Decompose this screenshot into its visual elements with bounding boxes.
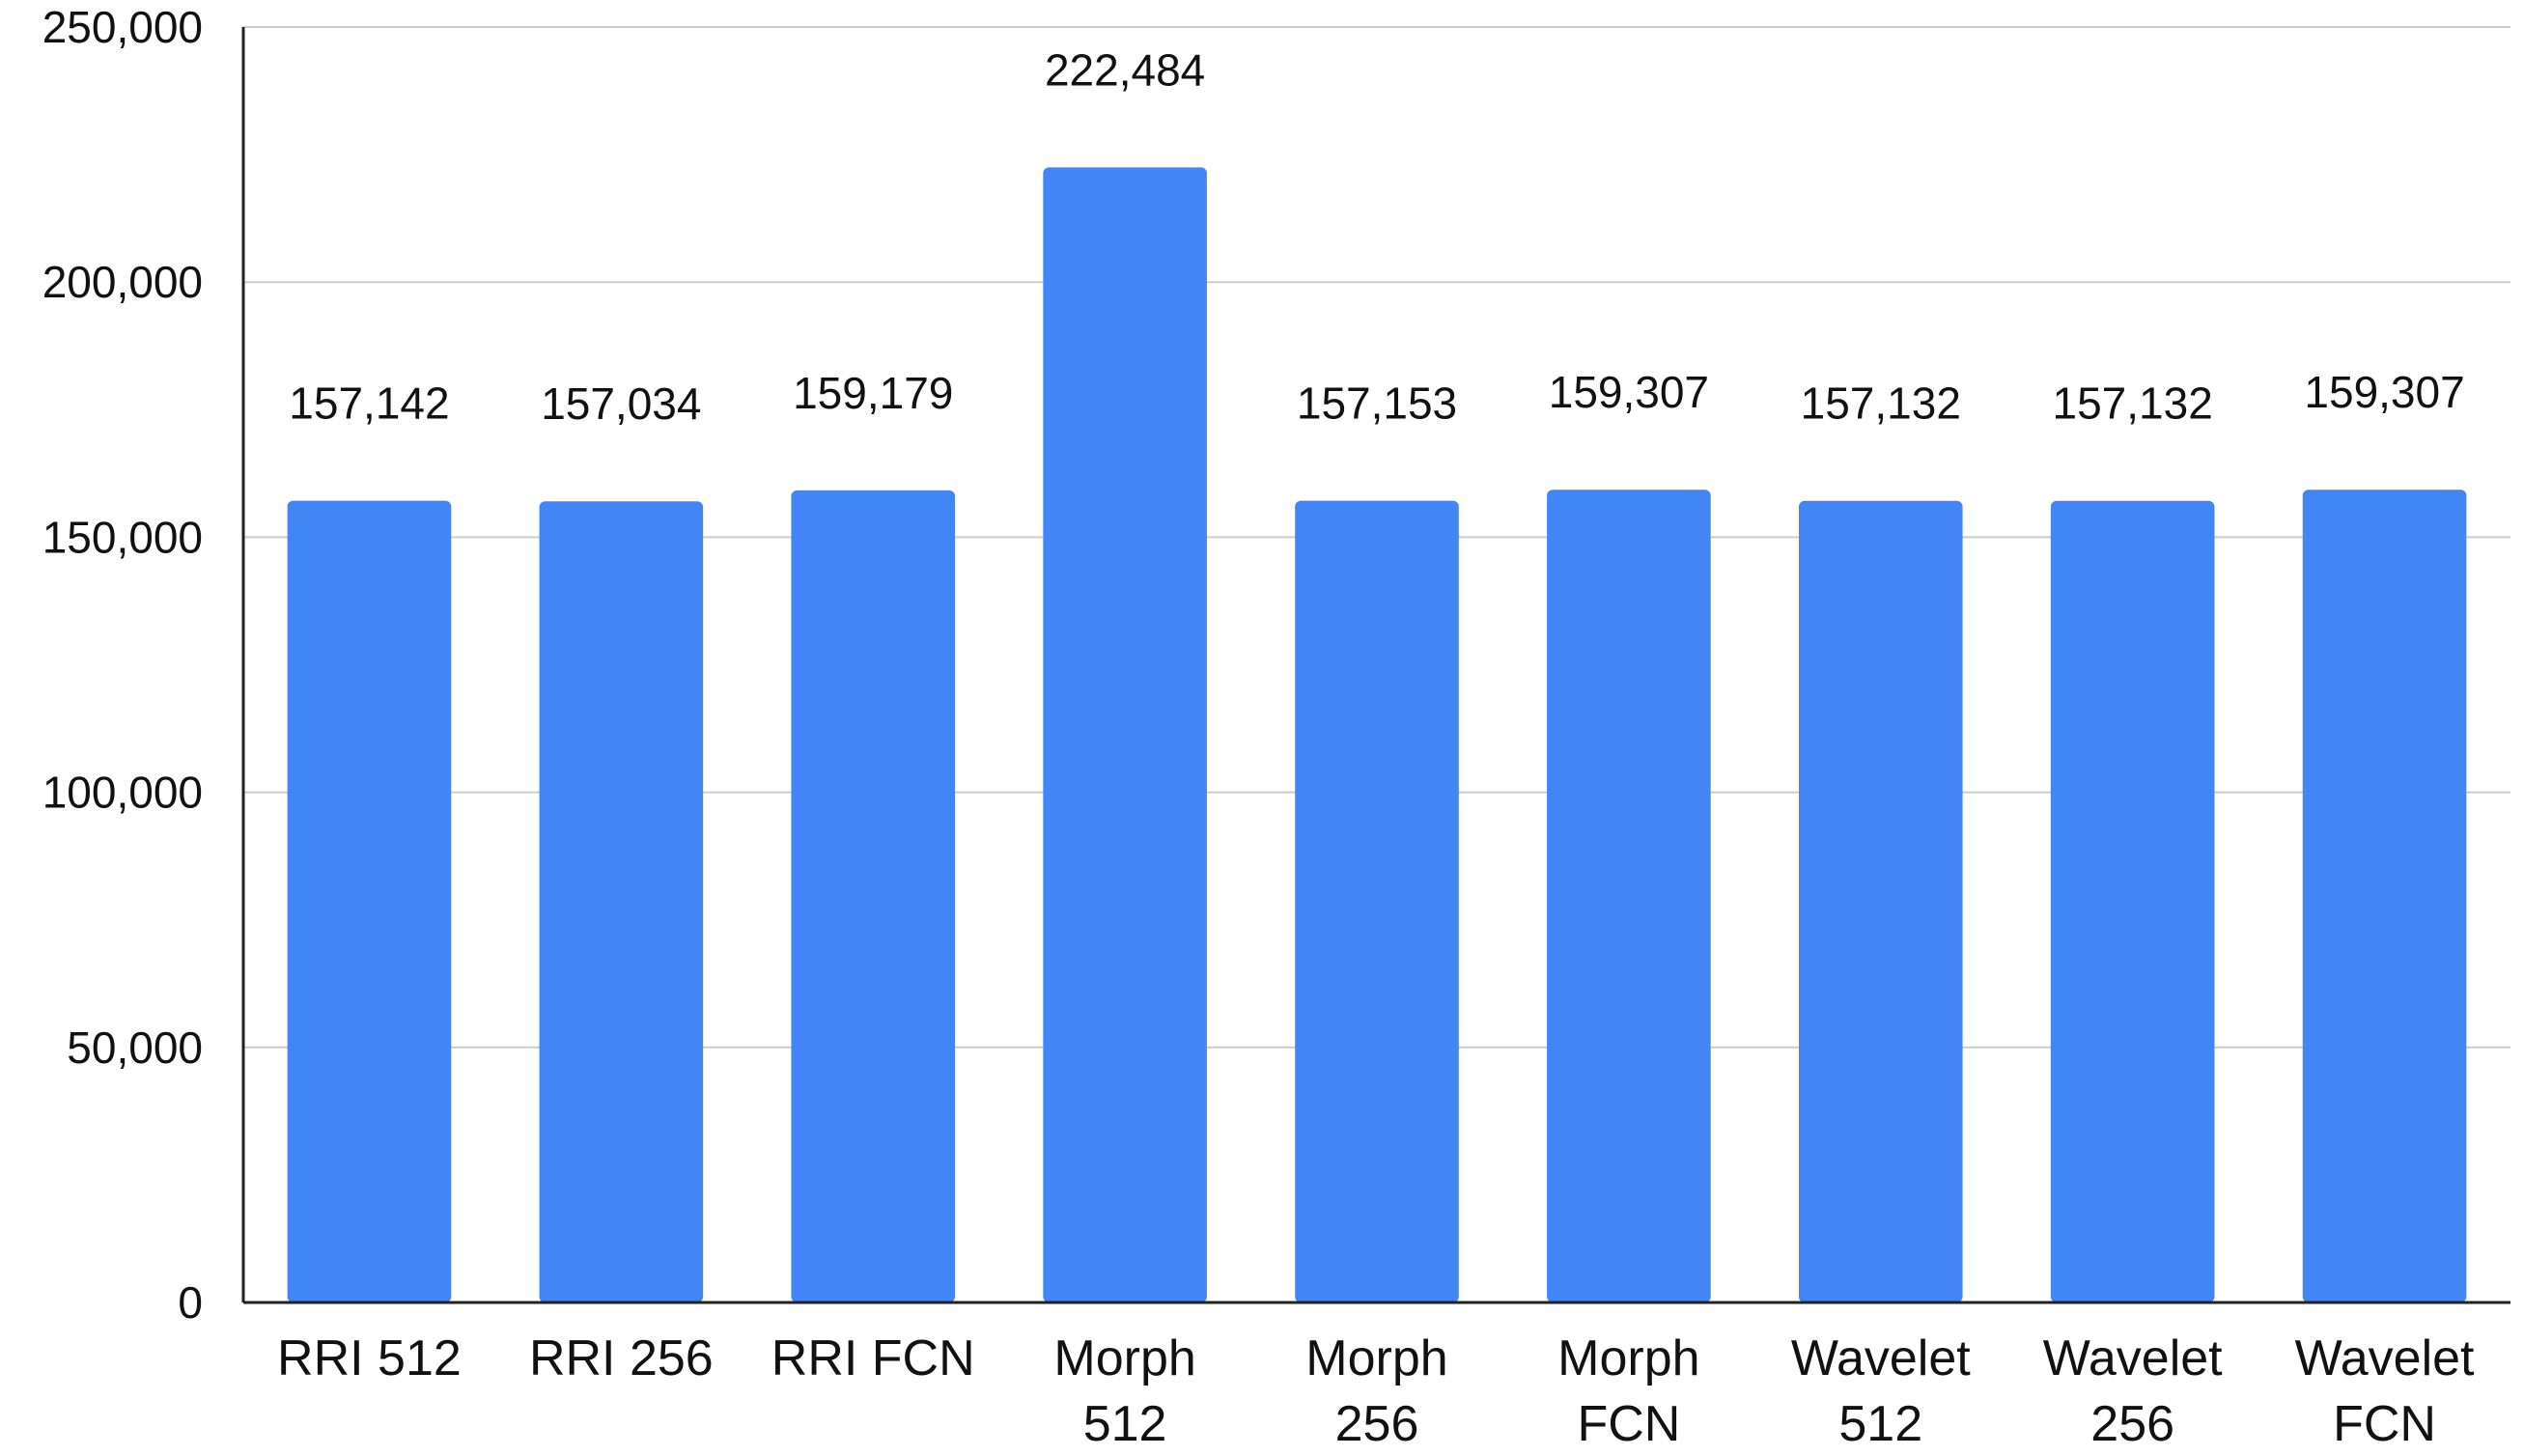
bar bbox=[1295, 500, 1459, 1302]
x-category-label: FCN bbox=[2333, 1396, 2436, 1452]
bar bbox=[1043, 167, 1207, 1303]
y-tick-label: 50,000 bbox=[67, 1022, 203, 1073]
x-category-label: FCN bbox=[1577, 1396, 1680, 1452]
x-category-label: RRI FCN bbox=[771, 1330, 975, 1386]
axes bbox=[241, 27, 2510, 1304]
data-label: 159,179 bbox=[793, 368, 953, 418]
x-category-label: 256 bbox=[1335, 1396, 1419, 1452]
x-category-label: Morph bbox=[1305, 1330, 1447, 1386]
y-tick-label: 250,000 bbox=[42, 2, 203, 52]
bar bbox=[791, 490, 956, 1302]
x-category-label: RRI 512 bbox=[277, 1330, 462, 1386]
bar bbox=[1798, 500, 1963, 1302]
x-category-label: Wavelet bbox=[2295, 1330, 2475, 1386]
data-label: 159,307 bbox=[2304, 367, 2464, 417]
x-category-label: RRI 256 bbox=[529, 1330, 714, 1386]
bars bbox=[287, 167, 2467, 1303]
x-category-label: Wavelet bbox=[1791, 1330, 1971, 1386]
data-labels: 157,142 157,034 159,179 222,484 157,153 159,3… bbox=[289, 44, 2464, 429]
x-category-label: Morph bbox=[1053, 1330, 1195, 1386]
y-tick-label: 0 bbox=[178, 1277, 203, 1328]
data-label: 157,132 bbox=[1801, 378, 1961, 429]
y-axis-tick-labels: 0 50,000 100,000 150,000 200,000 250,000 bbox=[42, 2, 203, 1328]
data-label: 157,034 bbox=[541, 378, 701, 429]
data-label: 222,484 bbox=[1045, 44, 1205, 95]
x-category-label: 512 bbox=[1083, 1396, 1167, 1452]
data-label: 157,153 bbox=[1297, 378, 1457, 429]
bar bbox=[2302, 490, 2467, 1302]
data-label: 159,307 bbox=[1549, 367, 1709, 417]
bar bbox=[287, 500, 452, 1302]
x-category-label: 256 bbox=[2090, 1396, 2174, 1452]
y-tick-label: 200,000 bbox=[42, 257, 203, 307]
data-label: 157,142 bbox=[289, 378, 449, 429]
y-tick-label: 150,000 bbox=[42, 512, 203, 562]
x-axis-category-labels: RRI 512 RRI 256 RRI FCN Morph 512 Morph 256 Mor… bbox=[277, 1330, 2475, 1452]
bar bbox=[539, 501, 704, 1302]
y-tick-label: 100,000 bbox=[42, 768, 203, 818]
x-category-label: Wavelet bbox=[2043, 1330, 2223, 1386]
x-category-label: Morph bbox=[1557, 1330, 1699, 1386]
x-category-label: 512 bbox=[1838, 1396, 1922, 1452]
bar bbox=[2050, 500, 2215, 1302]
data-label: 157,132 bbox=[2053, 378, 2213, 429]
bar bbox=[1547, 490, 1711, 1302]
